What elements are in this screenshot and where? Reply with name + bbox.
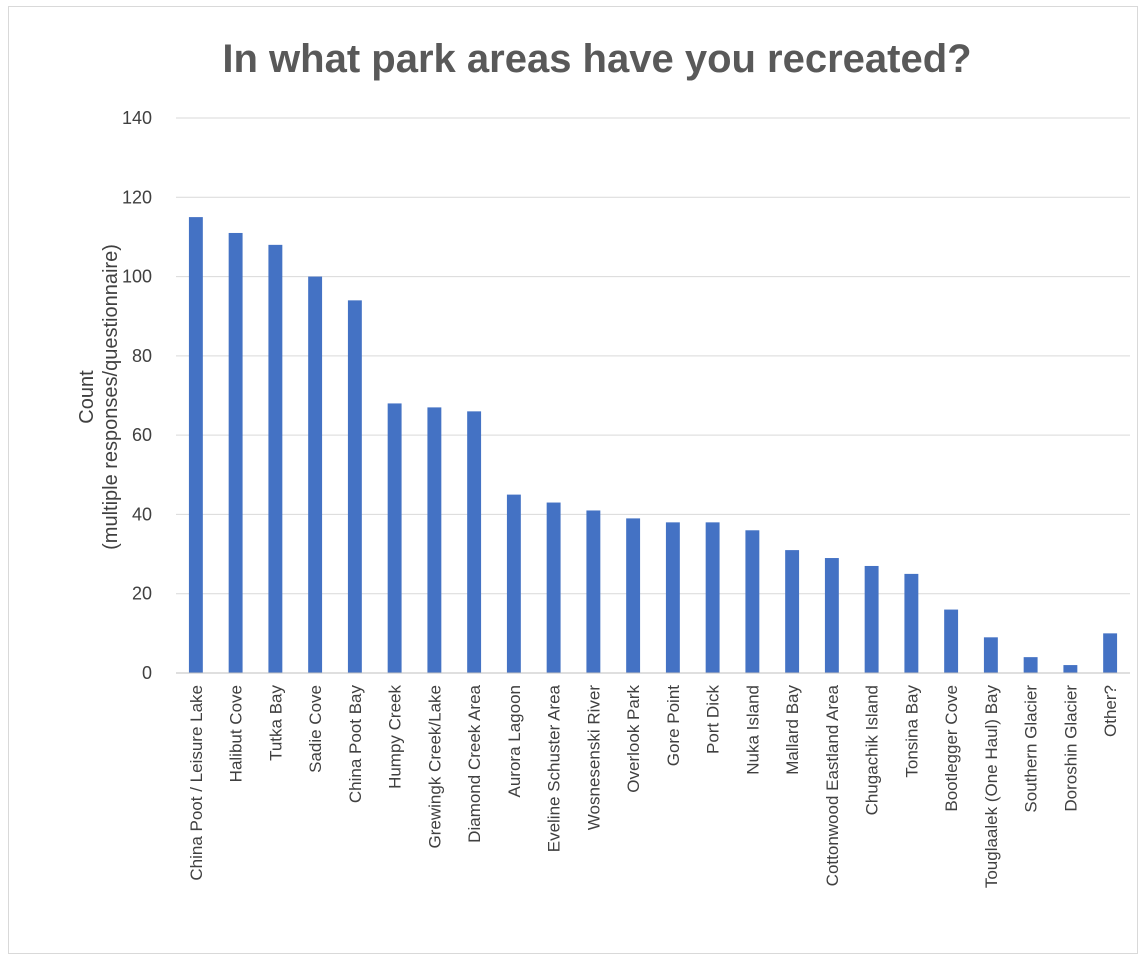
x-axis-category-labels: China Poot / Leisure Lake Halibut Cove Tut… [187, 684, 1120, 888]
x-category-label: Southern Glacier [1022, 685, 1041, 813]
bar [626, 518, 641, 673]
y-tick-label: 0 [142, 663, 152, 683]
bar [1103, 633, 1118, 673]
bar [864, 565, 879, 673]
x-category-label: Wosnesenski River [584, 685, 603, 831]
bar [228, 232, 243, 673]
bar [546, 502, 561, 673]
bar [665, 522, 680, 673]
x-category-label: Aurora Lagoon [505, 685, 524, 797]
x-category-label: Doroshin Glacier [1061, 685, 1080, 812]
bar [427, 407, 442, 673]
bar [904, 573, 919, 673]
x-category-label: Overlook Park [624, 685, 643, 793]
bar [1023, 657, 1038, 673]
bar [268, 244, 283, 673]
bar [308, 276, 323, 673]
y-tick-label: 60 [132, 425, 152, 445]
x-category-label: Tonsina Bay [902, 685, 921, 778]
y-tick-label: 80 [132, 346, 152, 366]
bar [824, 558, 839, 673]
bar [705, 522, 720, 673]
bar [745, 530, 760, 673]
gridlines [176, 117, 1130, 595]
x-category-label: Chugachik Island [863, 685, 882, 815]
bar [506, 494, 521, 673]
x-category-label: Eveline Schuster Area [545, 684, 564, 852]
bar [188, 217, 203, 673]
chart-title: In what park areas have you recreated? [222, 37, 971, 81]
x-category-label: Port Dick [704, 685, 723, 754]
bar [1063, 665, 1078, 673]
x-category-label: China Poot Bay [346, 685, 365, 804]
bars [188, 217, 1118, 673]
x-category-label: Gore Point [664, 685, 683, 767]
y-tick-label: 140 [122, 108, 152, 128]
x-category-label: Other? [1101, 685, 1120, 737]
bar [785, 550, 800, 673]
x-category-label: Mallard Bay [783, 685, 802, 775]
y-tick-label: 40 [132, 504, 152, 524]
x-category-label: Bootlegger Cove [942, 685, 961, 812]
y-tick-label: 120 [122, 187, 152, 207]
x-category-label: Sadie Cove [306, 685, 325, 773]
bar [983, 637, 998, 673]
y-axis-label-line-2: (multiple responses/questionnaire) [100, 244, 122, 550]
x-category-label: Humpy Creek [386, 685, 405, 789]
bar [944, 609, 959, 673]
y-tick-label: 20 [132, 584, 152, 604]
y-axis-ticks: 0 20 40 60 80 100 120 140 [122, 108, 152, 683]
bar [387, 403, 402, 673]
x-category-label: Touglaalek (One Haul) Bay [982, 685, 1001, 889]
y-axis-label-line-1: Count [76, 370, 98, 424]
x-category-label: Nuka Island [743, 685, 762, 775]
bar [586, 510, 601, 673]
x-category-label: Grewingk Creek/Lake [425, 685, 444, 848]
x-category-label: China Poot / Leisure Lake [187, 685, 206, 881]
x-category-label: Diamond Creek Area [465, 684, 484, 842]
x-category-label: Tutka Bay [266, 685, 285, 761]
x-category-label: Cottonwood Eastland Area [823, 684, 842, 886]
y-axis-label: Count (multiple responses/questionnaire) [76, 244, 122, 550]
y-tick-label: 100 [122, 267, 152, 287]
x-category-label: Halibut Cove [227, 685, 246, 782]
bar [347, 300, 362, 673]
bar [467, 411, 482, 673]
